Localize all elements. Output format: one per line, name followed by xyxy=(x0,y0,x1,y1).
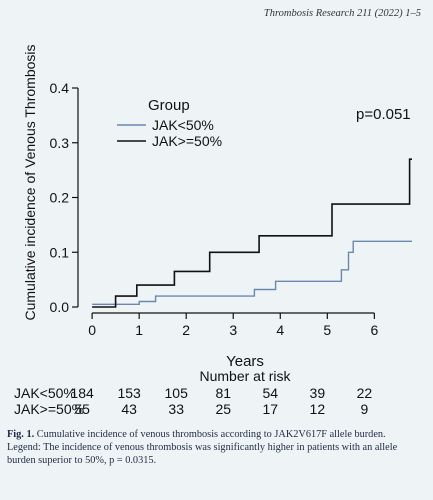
risk-value: 33 xyxy=(168,401,184,417)
risk-row-label: JAK>=50% xyxy=(14,401,84,417)
risk-value: 25 xyxy=(215,401,231,417)
series-line-1 xyxy=(92,240,412,305)
x-tick-label: 0 xyxy=(88,322,96,338)
x-tick-label: 5 xyxy=(323,322,331,338)
y-tick-label: 0.3 xyxy=(50,135,70,151)
x-tick-label: 2 xyxy=(182,322,190,338)
x-tick-label: 6 xyxy=(370,322,378,338)
risk-value: 17 xyxy=(262,401,278,417)
caption-title-text: Cumulative incidence of venous thrombosi… xyxy=(36,429,386,440)
legend-label-1: JAK<50% xyxy=(152,117,214,133)
legend: Group JAK<50%JAK>=50% xyxy=(117,97,222,149)
axes: 0.0 0.1 0.2 0.3 0.4 0 1 2 3 4 5 6 Cumulative inciden… xyxy=(22,44,411,370)
y-tick-label: 0.2 xyxy=(50,190,70,206)
risk-value: 55 xyxy=(74,401,90,417)
x-tick-label: 3 xyxy=(229,322,237,338)
x-tick-label: 1 xyxy=(135,322,143,338)
y-tick-label: 0.1 xyxy=(50,244,70,260)
journal-reference: Thrombosis Research 211 (2022) 1–5 xyxy=(263,8,421,19)
y-tick-label: 0.4 xyxy=(50,80,70,96)
caption-legend-text: Legend: The incidence of venous thrombos… xyxy=(7,442,398,466)
legend-title: Group xyxy=(148,97,190,114)
series-lines xyxy=(92,158,412,308)
caption-title: Fig. 1. Cumulative incidence of venous t… xyxy=(7,428,427,441)
risk-value: 153 xyxy=(117,385,141,401)
risk-table: Number at risk JAK<50%184 153 105 81 54 39 22 JA… xyxy=(14,368,372,417)
risk-value: 39 xyxy=(310,385,326,401)
risk-value: 12 xyxy=(310,401,326,417)
risk-value: 22 xyxy=(357,385,373,401)
risk-value: 9 xyxy=(360,401,368,417)
p-value-annotation: p=0.051 xyxy=(356,106,411,123)
risk-value: 43 xyxy=(121,401,137,417)
x-tick-label: 4 xyxy=(276,322,284,338)
legend-label-2: JAK>=50% xyxy=(152,133,222,149)
y-axis-label: Cumulative incidence of Venous Thrombosi… xyxy=(22,44,38,320)
risk-table-title: Number at risk xyxy=(199,368,291,384)
risk-value: 105 xyxy=(165,385,189,401)
risk-value: 184 xyxy=(70,385,94,401)
risk-value: 81 xyxy=(215,385,231,401)
risk-value: 54 xyxy=(262,385,278,401)
caption-figure-number: Fig. 1. xyxy=(7,429,35,440)
figure-caption: Fig. 1. Cumulative incidence of venous t… xyxy=(7,428,427,467)
x-axis-label: Years xyxy=(226,353,264,370)
y-tick-label: 0.0 xyxy=(50,299,70,315)
series-line-2 xyxy=(92,158,412,308)
risk-row-label: JAK<50% xyxy=(14,385,76,401)
